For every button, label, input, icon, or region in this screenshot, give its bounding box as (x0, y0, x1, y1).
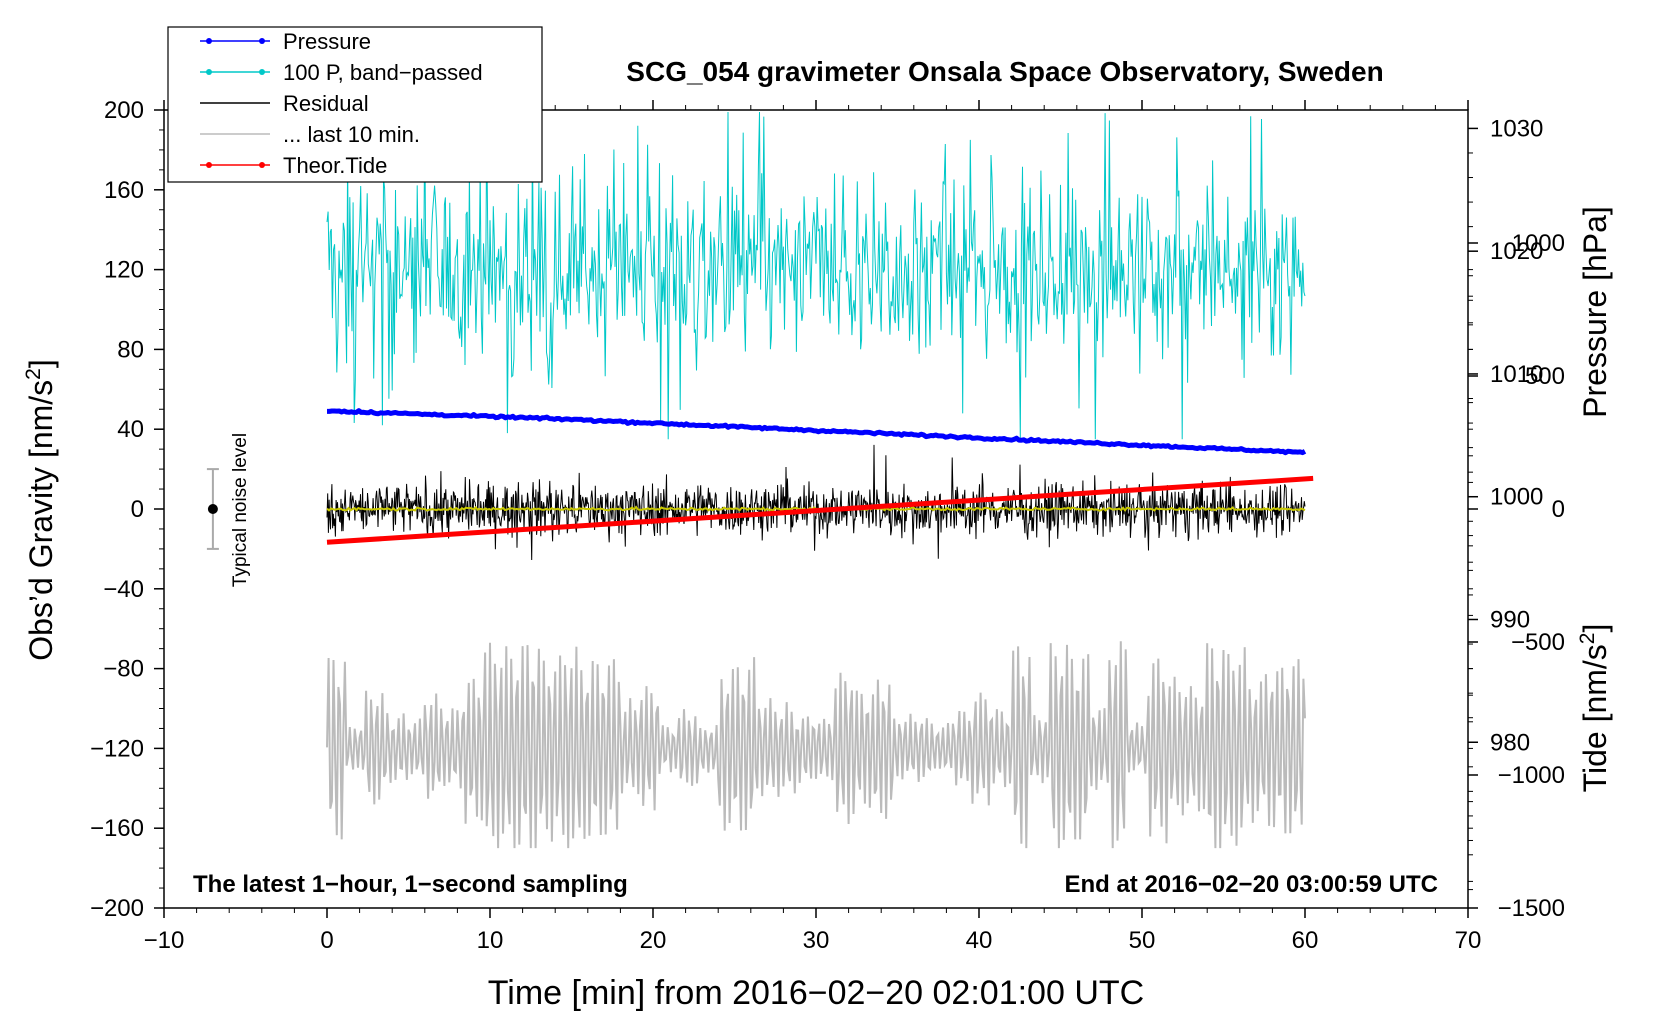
y-tick-label: −80 (103, 656, 144, 683)
y-tick-label: 40 (117, 416, 144, 443)
series-bandpassed-pressure (326, 111, 1306, 440)
tide-tick-label: −1500 (1498, 895, 1565, 922)
x-tick-label: 70 (1455, 927, 1482, 954)
tide-tick-label: −500 (1511, 629, 1565, 656)
series-layer (326, 111, 1314, 849)
y-tick-label: 160 (104, 177, 144, 204)
x-axis-label: Time [min] from 2016−02−20 02:01:00 UTC (488, 974, 1144, 1012)
legend-label: Residual (283, 91, 369, 116)
pressure-tick-label: 1000 (1490, 484, 1543, 511)
y-tick-label: 200 (104, 97, 144, 124)
legend-marker (206, 162, 212, 168)
y-tick-label: 0 (131, 496, 144, 523)
legend: Pressure 100 P, band−passed Residual ... la… (167, 26, 543, 183)
pressure-tick-label: 1030 (1490, 115, 1543, 142)
annotation-sampling: The latest 1−hour, 1−second sampling (193, 871, 628, 898)
tide-tick-label: −1000 (1498, 762, 1565, 789)
y-axis-label-tide: Tide [nm/s2] (1576, 624, 1613, 793)
x-tick-label: 10 (477, 927, 504, 954)
legend-marker (259, 162, 265, 168)
series-residual (326, 444, 1306, 561)
tide-tick-label: 1000 (1512, 230, 1565, 257)
series-last-10-min (326, 641, 1306, 849)
pressure-tick-label: 1020 (1490, 238, 1543, 265)
y-tick-label: 80 (117, 336, 144, 363)
noise-level-indicator (206, 468, 219, 550)
chart-title: SCG_054 gravimeter Onsala Space Observat… (626, 56, 1383, 87)
ticks-layer: −10 0 10 20 30 40 50 60 7020016012080400−40−80−1… (90, 97, 1565, 954)
x-tick-label: 40 (966, 927, 993, 954)
y-tick-label: −40 (103, 576, 144, 603)
series-pressure (326, 408, 1307, 456)
noise-center-dot (207, 504, 218, 514)
legend-marker (206, 69, 212, 75)
noise-level-label: Typical noise level (230, 433, 251, 587)
legend-label: ... last 10 min. (283, 122, 420, 147)
y-axis-label-left: Obs’d Gravity [nm/s2] (22, 359, 59, 661)
tide-tick-label: 0 (1552, 496, 1565, 523)
legend-marker (259, 38, 265, 44)
x-tick-label: 30 (803, 927, 830, 954)
y-axis-label-pressure: Pressure [hPa] (1577, 206, 1613, 418)
x-tick-label: 0 (320, 927, 333, 954)
series-theoretical-tide (326, 475, 1314, 545)
legend-marker (259, 69, 265, 75)
x-tick-label: 20 (640, 927, 667, 954)
y-tick-label: −120 (90, 735, 144, 762)
legend-box (167, 26, 543, 183)
tide-tick-label: 500 (1525, 363, 1565, 390)
y-tick-label: −200 (90, 895, 144, 922)
y-tick-label: −160 (90, 815, 144, 842)
pressure-tick-label: 990 (1490, 606, 1530, 633)
legend-label: Pressure (283, 29, 371, 54)
x-tick-label: −10 (144, 927, 185, 954)
pressure-tick-label: 980 (1490, 729, 1530, 756)
y-tick-label: 120 (104, 257, 144, 284)
x-tick-label: 50 (1129, 927, 1156, 954)
annotation-end-time: End at 2016−02−20 03:00:59 UTC (1064, 871, 1438, 898)
legend-label: 100 P, band−passed (283, 60, 483, 85)
legend-label: Theor.Tide (283, 153, 387, 178)
legend-marker (206, 38, 212, 44)
x-tick-label: 60 (1292, 927, 1319, 954)
pressure-tick-label: 1010 (1490, 361, 1543, 388)
